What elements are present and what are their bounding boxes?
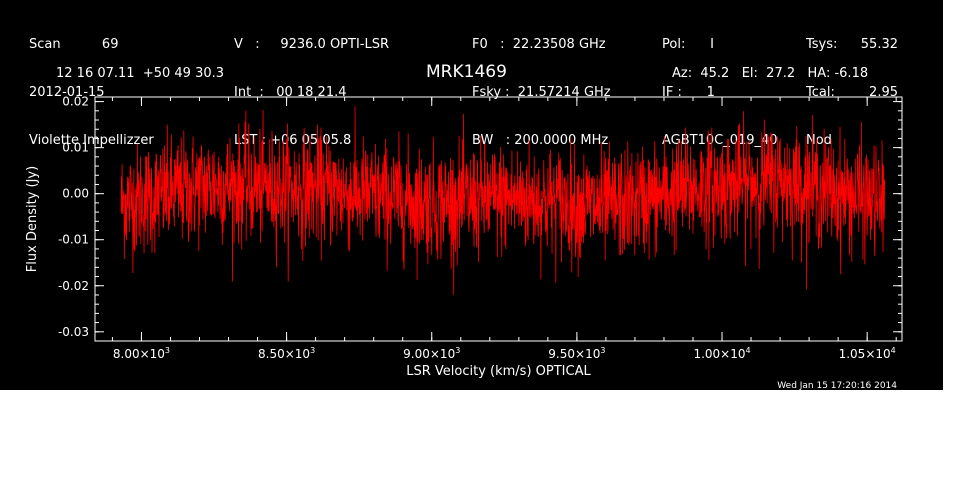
y-tick-label: 0.02 bbox=[62, 95, 89, 109]
plot-panel: Scan 69 2012-01-15 Violette Impellizzer … bbox=[0, 0, 943, 390]
x-tick-exponent: 3 bbox=[600, 346, 605, 355]
x-tick-exponent: 3 bbox=[455, 346, 460, 355]
spectrum-trace bbox=[120, 106, 885, 295]
source-name: MRK1469 bbox=[426, 62, 507, 82]
pointing-info: Az: 45.2 El: 27.2 HA: -6.18 bbox=[672, 66, 869, 81]
tcal-label: Tcal: bbox=[806, 85, 835, 100]
x-tick-exponent: 3 bbox=[165, 346, 170, 355]
header-col-tsys-values: 55.32 2.95 bbox=[848, 5, 898, 181]
y-tick-label: -0.03 bbox=[58, 325, 89, 339]
x-tick-label: 8.00×103 bbox=[113, 346, 170, 361]
x-tick-exponent: 4 bbox=[745, 346, 750, 355]
y-tick-label: 0.01 bbox=[62, 141, 89, 155]
observer-line: Violette Impellizzer bbox=[29, 133, 154, 148]
plot-timestamp: Wed Jan 15 17:20:16 2014 bbox=[777, 381, 897, 390]
y-tick-label: -0.01 bbox=[58, 233, 89, 247]
integration-line: Int : 00 18 21.4 bbox=[234, 85, 347, 100]
tsys-label: Tsys: bbox=[806, 37, 838, 52]
date-line: 2012-01-15 bbox=[29, 85, 105, 100]
coordinates: 12 16 07.11 +50 49 30.3 bbox=[56, 66, 225, 81]
x-tick-exponent: 4 bbox=[891, 346, 896, 355]
y-tick-label: 0.00 bbox=[62, 187, 89, 201]
y-axis-label: Flux Density (Jy) bbox=[25, 166, 40, 272]
x-tick-label: 1.05×104 bbox=[839, 346, 896, 361]
x-axis-label: LSR Velocity (km/s) OPTICAL bbox=[406, 364, 591, 379]
header-col-velocity: V : 9236.0 OPTI-LSR Int : 00 18 21.4 LST… bbox=[234, 5, 389, 181]
scan-line: Scan 69 bbox=[29, 37, 119, 52]
fsky-line: Fsky : 21.57214 GHz bbox=[472, 85, 611, 100]
header-col-frequency: F0 : 22.23508 GHz Fsky : 21.57214 GHz BW… bbox=[472, 5, 611, 181]
x-tick-label: 9.50×103 bbox=[548, 346, 605, 361]
velocity-line: V : 9236.0 OPTI-LSR bbox=[234, 37, 390, 52]
x-tick-label: 1.00×104 bbox=[693, 346, 750, 361]
header-col-scan: Scan 69 2012-01-15 Violette Impellizzer bbox=[29, 5, 154, 181]
spectrum-chart: 0.02 0.01 0.00 -0.01 -0.02 -0.03 8.00×103 8.50×… bbox=[25, 95, 903, 390]
pol-line: Pol: I bbox=[662, 37, 714, 52]
if-line: IF : 1 bbox=[662, 85, 715, 100]
y-tick-label: -0.02 bbox=[58, 279, 89, 293]
plot-frame bbox=[94, 96, 903, 342]
x-tick-label: 8.50×103 bbox=[258, 346, 315, 361]
tsys-value: 55.32 bbox=[860, 37, 898, 52]
x-tick-exponent: 3 bbox=[310, 346, 315, 355]
x-tick-label: 9.00×103 bbox=[403, 346, 460, 361]
tcal-value: 2.95 bbox=[869, 85, 898, 100]
f0-line: F0 : 22.23508 GHz bbox=[472, 37, 606, 52]
